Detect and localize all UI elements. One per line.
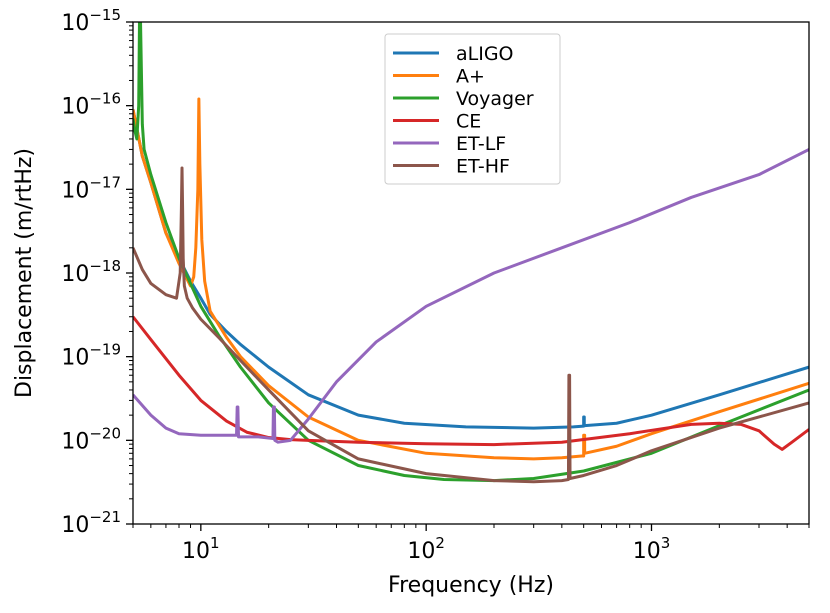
x-tick-label: 101 <box>182 534 220 564</box>
x-axis: 101 102 103 <box>132 524 810 564</box>
series-line-ce <box>133 315 809 451</box>
series-line-et-hf <box>133 166 809 484</box>
legend-label-et-lf: ET-LF <box>456 133 506 155</box>
x-axis-title: Frequency (Hz) <box>388 573 554 598</box>
y-tick-label: 10−16 <box>61 90 121 120</box>
legend-label-voyager: Voyager <box>456 88 534 110</box>
series-line-et-lf <box>133 148 809 444</box>
y-tick-label: 10−20 <box>61 424 121 454</box>
y-tick-label: 10−18 <box>61 257 121 287</box>
legend-label-et-hf: ET-HF <box>456 156 510 178</box>
y-axis: 10−21 10−20 10−19 10−18 10−17 10−16 10−15 <box>61 6 133 538</box>
y-axis-title: Displacement (m/rtHz) <box>12 148 37 398</box>
y-tick-label: 10−17 <box>61 173 121 203</box>
legend-label-a+: A+ <box>456 66 485 88</box>
legend-label-aligo: aLIGO <box>456 43 514 65</box>
legend-box <box>384 33 561 185</box>
series-layer <box>133 22 809 484</box>
legend-label-ce: CE <box>456 111 481 133</box>
y-tick-label: 10−21 <box>61 508 121 538</box>
x-tick-label: 102 <box>407 534 445 564</box>
y-tick-label: 10−19 <box>61 341 121 371</box>
y-tick-label: 10−15 <box>61 6 121 36</box>
x-tick-label: 103 <box>633 534 671 564</box>
